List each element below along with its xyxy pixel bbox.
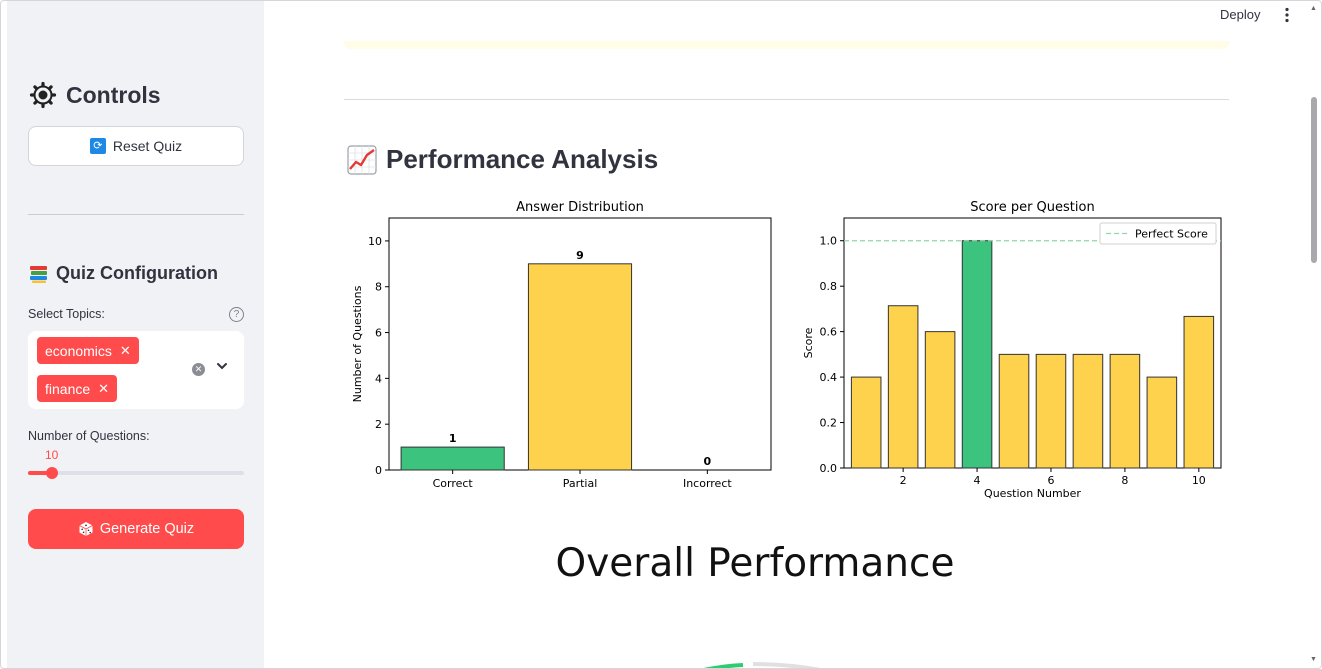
scroll-up-arrow[interactable]: ▲ (1310, 5, 1317, 12)
chart1-data-label: 9 (576, 249, 584, 262)
refresh-icon: ⟳ (89, 138, 106, 154)
chart2-bar (924, 331, 956, 469)
chart2-ytick-label: 0.4 (820, 371, 838, 384)
chart1-xtick-label: Incorrect (683, 477, 732, 490)
books-icon (30, 265, 47, 283)
topic-tag-finance[interactable]: finance ✕ (37, 375, 118, 402)
chart1-ytick-label: 2 (375, 418, 382, 431)
chart2-bar (1072, 353, 1104, 469)
chart2-xtick-label: 2 (900, 474, 907, 487)
controls-title: Controls (66, 81, 161, 108)
sidebar: Controls ⟳ Reset Quiz Quiz Configuration… (7, 1, 264, 668)
chart2-ytick-label: 0.0 (820, 462, 838, 475)
chart2-legend-box (1099, 222, 1217, 245)
gear-icon (29, 81, 57, 109)
chart2-legend-label: Perfect Score (1135, 228, 1208, 241)
chart2-bar (1109, 353, 1141, 469)
section-title: Performance Analysis (386, 144, 659, 174)
chart2-xtick-label: 8 (1121, 474, 1128, 487)
topic-tag-economics[interactable]: economics ✕ (37, 337, 139, 364)
chart2-ytick-label: 0.8 (820, 280, 838, 293)
quiz-config-title: Quiz Configuration (56, 263, 218, 283)
chart2-bar (887, 305, 919, 469)
remove-tag-icon[interactable]: ✕ (98, 380, 110, 396)
chart-increasing-icon (347, 144, 377, 175)
chart1-data-label: 1 (449, 432, 457, 445)
chart2-bar (961, 240, 993, 469)
topic-tag-label: economics (45, 342, 112, 359)
chart2-bar (1183, 315, 1215, 469)
controls-heading: Controls (29, 81, 161, 109)
chart1-ytick-label: 10 (368, 235, 382, 248)
chart2-bar (1146, 376, 1178, 469)
deploy-button[interactable]: Deploy (1220, 7, 1261, 22)
reset-quiz-label: Reset Quiz (112, 138, 183, 154)
clear-all-icon[interactable]: ✕ (192, 363, 205, 376)
chevron-down-icon[interactable] (215, 359, 229, 373)
chart2-bar (1035, 353, 1067, 469)
select-topics-label: Select Topics: (28, 307, 105, 321)
chart1-ytick-label: 4 (375, 372, 382, 385)
chart1-xtick-label: Correct (433, 477, 474, 490)
chart1-title: Answer Distribution (516, 200, 644, 215)
dice-icon (79, 522, 93, 536)
chart2-bar (998, 353, 1030, 469)
more-menu-icon[interactable] (1284, 7, 1290, 23)
chart1-ytick-label: 6 (375, 327, 382, 340)
generate-quiz-button[interactable]: Generate Quiz (28, 509, 244, 549)
chart2-xtick-label: 10 (1192, 474, 1206, 487)
performance-heading: Performance Analysis (347, 144, 658, 175)
gauge-top-edge (703, 662, 821, 668)
quiz-config-heading: Quiz Configuration (29, 263, 218, 284)
slider-thumb[interactable] (45, 467, 58, 479)
chart1-data-label: 0 (704, 455, 712, 468)
sidebar-divider (28, 214, 244, 215)
alert-box-bottom (344, 41, 1229, 49)
scroll-down-arrow[interactable]: ▼ (1310, 656, 1317, 663)
chart2-xtick-label: 6 (1047, 474, 1054, 487)
chart1-ytick-label: 0 (375, 464, 382, 477)
chart2-ytick-label: 1.0 (820, 235, 838, 248)
chart1-bar (400, 446, 505, 471)
num-questions-label: Number of Questions: (28, 429, 150, 443)
slider-fill (28, 471, 52, 475)
chart2-ytick-label: 0.2 (820, 417, 838, 430)
chart1-bar (527, 263, 633, 471)
slider-value: 10 (45, 448, 59, 462)
chart1-ylabel: Number of Questions (351, 285, 364, 402)
remove-tag-icon[interactable]: ✕ (119, 342, 131, 358)
help-icon[interactable]: ? (229, 307, 244, 322)
topics-multiselect[interactable]: economics ✕ finance ✕ ✕ (28, 331, 244, 409)
overall-performance-title: Overall Performance (555, 541, 955, 586)
chart2-ylabel: Score (802, 327, 815, 358)
chart1-xtick-label: Partial (563, 477, 598, 490)
chart2-xlabel: Question Number (984, 487, 1081, 500)
chart2-title: Score per Question (970, 200, 1094, 215)
num-questions-slider[interactable] (28, 467, 244, 479)
chart1-ytick-label: 8 (375, 281, 382, 294)
chart2-ytick-label: 0.6 (820, 326, 838, 339)
topic-tag-label: finance (45, 380, 91, 397)
chart2-xtick-label: 4 (974, 474, 981, 487)
section-divider (344, 99, 1229, 100)
generate-quiz-label: Generate Quiz (99, 521, 195, 537)
chart2-bar (850, 376, 882, 469)
reset-quiz-button[interactable]: ⟳ Reset Quiz (28, 126, 244, 166)
performance-figure: Answer Distribution 0 2 4 6 8 10 1 Correct 9 Parti… (351, 200, 1222, 500)
scrollbar-thumb[interactable] (1311, 97, 1317, 263)
